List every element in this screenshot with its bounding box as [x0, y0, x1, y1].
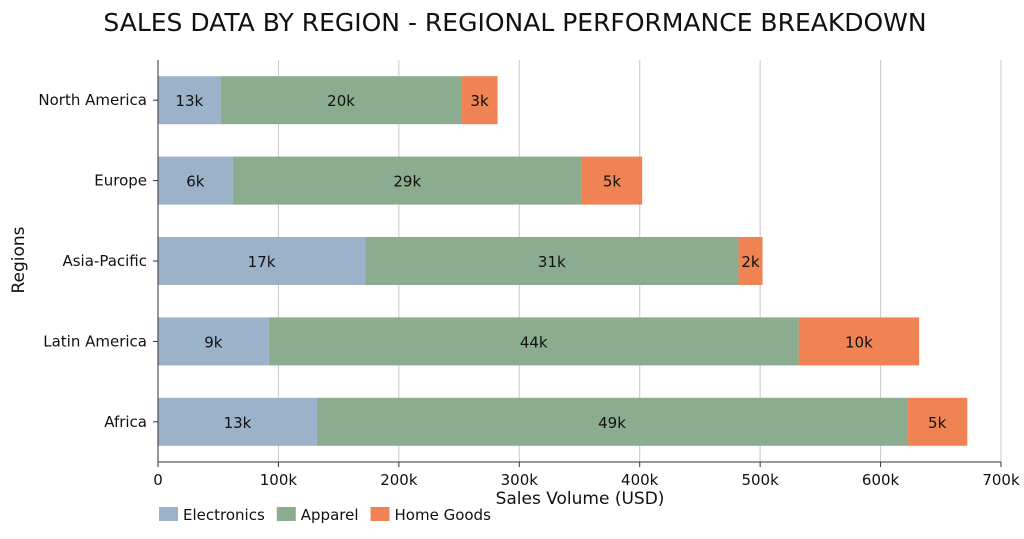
- data-label-electronics-latin-america: 9k: [204, 333, 223, 351]
- y-axis-categories: North America Europe Asia-Pacific Latin Ame…: [38, 91, 158, 431]
- data-label-electronics-asia-pacific: 17k: [248, 253, 276, 271]
- bar-electronics-africa: [158, 397, 317, 446]
- bar-apparel-latin-america: [268, 317, 799, 366]
- data-label-home-goods-latin-america: 10k: [845, 333, 873, 351]
- data-label-home-goods-europe: 5k: [603, 173, 622, 191]
- category-label-africa: Africa: [104, 413, 147, 431]
- data-label-home-goods-asia-pacific: 2k: [741, 253, 760, 271]
- x-tick-label: 500k: [741, 471, 779, 489]
- y-axis-title: Regions: [9, 226, 29, 293]
- bar-home-goods-africa: [907, 397, 968, 446]
- data-label-electronics-europe: 6k: [186, 173, 205, 191]
- bar-electronics-latin-america: [158, 317, 269, 366]
- data-labels: 13k 20k 3k 6k 29k 5k 17k 31k 2k 9k 44k 10k 13k 49k 5k: [175, 92, 946, 432]
- legend-swatch-home-goods: [370, 507, 390, 521]
- bar-home-goods-latin-america: [798, 317, 920, 366]
- x-tick-label: 400k: [621, 471, 659, 489]
- bars: [158, 76, 968, 446]
- x-tick-label: 100k: [260, 471, 298, 489]
- data-label-apparel-europe: 29k: [393, 173, 421, 191]
- data-label-apparel-latin-america: 44k: [520, 333, 548, 351]
- data-label-apparel-north-america: 20k: [327, 92, 355, 110]
- bar-home-goods-asia-pacific: [738, 237, 763, 285]
- bar-apparel-africa: [316, 397, 908, 446]
- bar-apparel-europe: [232, 156, 582, 205]
- category-label-europe: Europe: [94, 172, 147, 190]
- legend: Electronics Apparel Home Goods: [159, 506, 491, 524]
- bar-electronics-asia-pacific: [158, 237, 366, 285]
- x-axis-title: Sales Volume (USD): [496, 489, 665, 509]
- bar-apparel-asia-pacific: [365, 237, 739, 285]
- bar-electronics-north-america: [158, 76, 221, 125]
- x-tick-label: 0: [153, 471, 163, 489]
- data-label-home-goods-north-america: 3k: [470, 92, 489, 110]
- x-axis-ticks: 0 100k 200k 300k 400k 500k 600k 700k: [153, 462, 1020, 489]
- bar-home-goods-north-america: [461, 76, 498, 125]
- chart-title: SALES DATA BY REGION - REGIONAL PERFORMA…: [103, 8, 926, 37]
- data-label-apparel-asia-pacific: 31k: [538, 253, 566, 271]
- bar-electronics-europe: [158, 156, 233, 205]
- x-tick-label: 200k: [380, 471, 418, 489]
- x-tick-label: 700k: [982, 471, 1020, 489]
- x-tick-label: 300k: [501, 471, 539, 489]
- data-label-electronics-africa: 13k: [224, 414, 252, 432]
- category-label-latin-america: Latin America: [43, 332, 147, 350]
- legend-label-apparel: Apparel: [301, 506, 359, 524]
- data-label-home-goods-africa: 5k: [928, 414, 947, 432]
- bar-home-goods-europe: [581, 156, 643, 205]
- legend-swatch-electronics: [159, 507, 178, 521]
- category-label-asia-pacific: Asia-Pacific: [62, 252, 147, 270]
- data-label-apparel-africa: 49k: [598, 414, 626, 432]
- data-label-electronics-north-america: 13k: [175, 92, 203, 110]
- legend-label-home-goods: Home Goods: [395, 506, 492, 524]
- bar-apparel-north-america: [220, 76, 462, 125]
- legend-swatch-apparel: [276, 507, 296, 521]
- x-tick-label: 600k: [862, 471, 900, 489]
- legend-label-electronics: Electronics: [183, 506, 265, 524]
- category-label-north-america: North America: [38, 91, 147, 109]
